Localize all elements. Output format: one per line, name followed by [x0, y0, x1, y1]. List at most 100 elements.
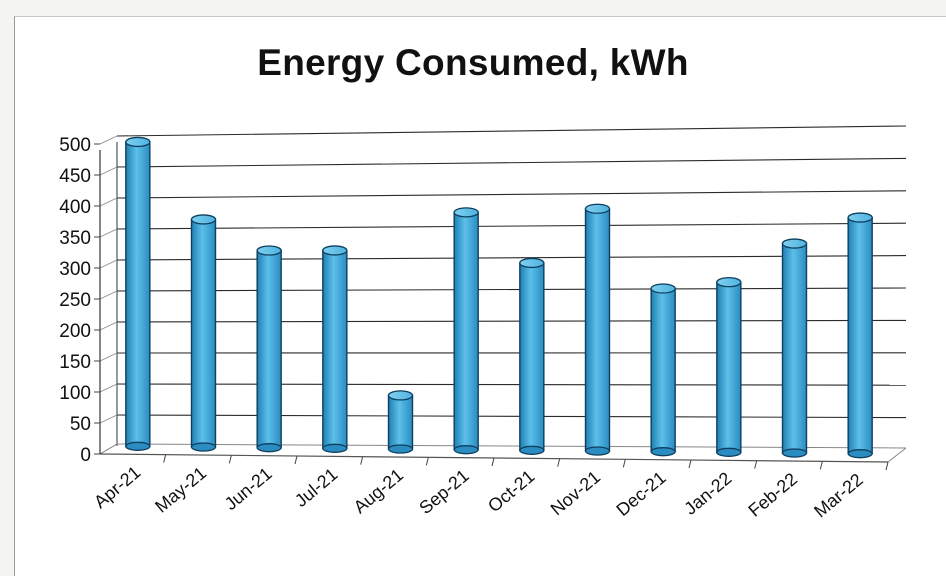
gridline-side	[100, 322, 117, 330]
bar-top	[717, 278, 741, 287]
bar-top	[520, 258, 544, 267]
bar-base	[783, 449, 807, 457]
gridline-side	[100, 415, 117, 423]
bar-top	[848, 213, 872, 222]
x-tick-mark	[426, 457, 428, 465]
bar-top	[651, 284, 675, 293]
x-tick-label: Oct-21	[484, 466, 538, 516]
gridline-side	[100, 167, 117, 175]
bar-base	[126, 442, 150, 450]
x-tick-mark	[755, 461, 757, 469]
y-tick-label: 500	[59, 135, 91, 156]
bar-base	[389, 445, 413, 453]
bar	[586, 204, 610, 455]
bar	[651, 284, 675, 456]
bar-body	[717, 282, 741, 452]
x-tick-mark	[361, 457, 363, 465]
gridline-side	[100, 229, 117, 237]
bar-body	[257, 251, 281, 448]
bar-base	[717, 448, 741, 456]
x-tick-label: Feb-22	[745, 469, 802, 521]
bar	[192, 215, 216, 451]
floor-right-edge	[888, 448, 906, 462]
x-tick-label: Dec-21	[612, 467, 669, 520]
bar-body	[586, 209, 610, 451]
bar-body	[389, 395, 413, 449]
x-tick-mark	[623, 459, 625, 467]
bar	[717, 278, 741, 457]
bar-body	[783, 244, 807, 453]
x-tick-mark	[492, 458, 494, 466]
bar	[520, 258, 544, 454]
y-tick-label: 150	[59, 352, 91, 373]
bar-top	[586, 204, 610, 213]
floor-side-edge	[100, 444, 117, 454]
y-axis: 0 50 100 150 200 250 300 350 400 450 500	[59, 135, 100, 466]
bar-body	[454, 212, 478, 449]
y-tick-label: 300	[59, 259, 91, 280]
x-tick-mark	[689, 460, 691, 468]
bar	[126, 137, 150, 450]
bar-base	[586, 447, 610, 455]
y-tick-label: 200	[59, 321, 91, 342]
bar-base	[323, 444, 347, 452]
bar-top	[783, 239, 807, 248]
gridline-side	[100, 384, 117, 392]
bar-body	[651, 289, 675, 452]
bar-base	[848, 450, 872, 458]
bar	[783, 239, 807, 457]
x-tick-label: Apr-21	[90, 462, 144, 512]
y-tick-label: 450	[59, 166, 91, 187]
gridline-side	[100, 198, 117, 206]
x-tick-label: Jul-21	[291, 464, 341, 511]
bar	[389, 391, 413, 453]
bar	[848, 213, 872, 458]
y-tick-label: 400	[59, 197, 91, 218]
x-tick-label: Mar-22	[810, 469, 867, 521]
bar-top	[126, 137, 150, 146]
gridline	[117, 191, 906, 198]
gridline	[117, 158, 906, 167]
y-tick-label: 250	[59, 290, 91, 311]
y-tick-label: 0	[80, 445, 91, 466]
x-tick-mark	[886, 462, 888, 470]
bar	[257, 246, 281, 452]
bar-body	[126, 142, 150, 446]
x-tick-label: Jan-22	[680, 468, 735, 519]
x-tick-mark	[558, 459, 560, 467]
bar-series	[126, 137, 872, 457]
gridline-side	[100, 260, 117, 268]
x-tick-label: Aug-21	[350, 465, 407, 518]
bar-base	[520, 446, 544, 454]
y-tick-label: 350	[59, 228, 91, 249]
bar-base	[651, 448, 675, 456]
x-tick-mark	[820, 461, 822, 469]
y-tick-label: 100	[59, 383, 91, 404]
bar-base	[454, 446, 478, 454]
y-tick-label: 50	[70, 414, 91, 435]
gridline	[117, 223, 906, 229]
gridline	[117, 126, 906, 136]
bar-top	[257, 246, 281, 255]
bar-body	[323, 250, 347, 448]
x-tick-label: May-21	[151, 463, 210, 517]
bar-top	[192, 215, 216, 224]
x-tick-mark	[229, 455, 231, 463]
bar-top	[323, 246, 347, 255]
bar-top	[454, 208, 478, 217]
x-tick-label: Nov-21	[547, 467, 604, 520]
bar	[323, 246, 347, 452]
bar	[454, 208, 478, 454]
bar-body	[848, 218, 872, 454]
x-tick-mark	[164, 455, 166, 463]
bar-base	[192, 443, 216, 451]
x-tick-mark	[295, 456, 297, 464]
gridline-side	[100, 291, 117, 299]
gridline-side	[100, 136, 117, 144]
x-tick-label: Sep-21	[415, 465, 472, 518]
bar-top	[389, 391, 413, 400]
bar-base	[257, 444, 281, 452]
x-tick-label: Jun-21	[221, 463, 276, 514]
